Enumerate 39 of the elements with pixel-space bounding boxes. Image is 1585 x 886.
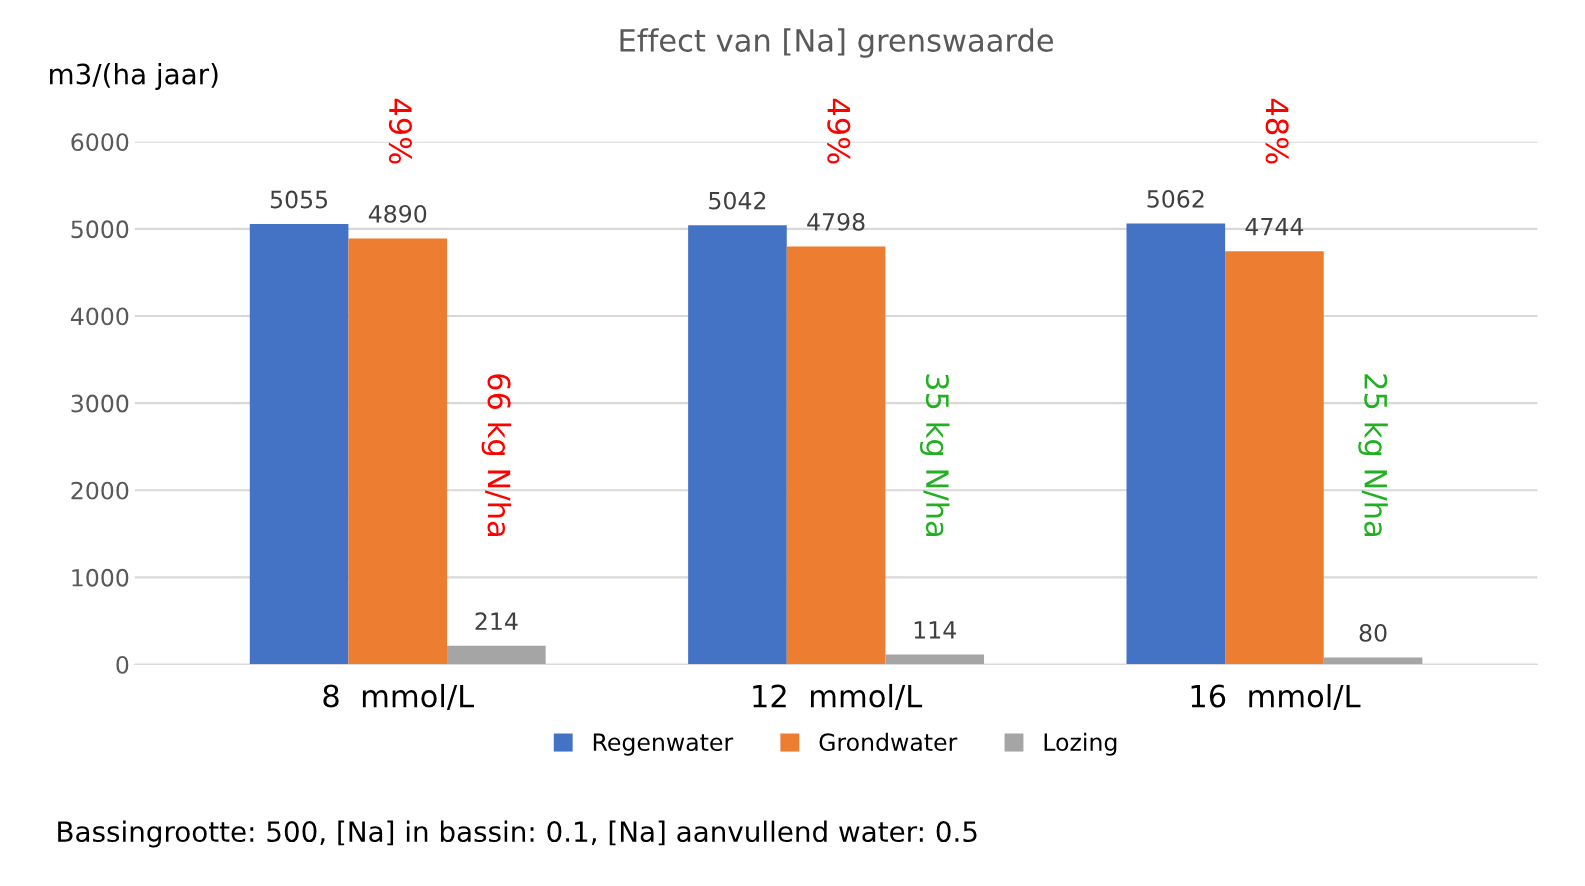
- legend-label: Lozing: [1044, 732, 1117, 756]
- data-label: 114: [914, 621, 956, 639]
- y-tick-label: 5000: [71, 220, 129, 239]
- annotation: 66 kg N/ha: [481, 374, 512, 536]
- x-tick-label: 16 mmol/L: [1191, 683, 1361, 710]
- text: Bassingrootte: 500, [Na] in bassin: 0.1, [Na] aanvullend water: 0.5: [58, 820, 977, 848]
- data-label: 80: [1359, 623, 1387, 642]
- annotation: 49%: [827, 98, 851, 164]
- bar: [885, 654, 985, 665]
- y-tick-label: 1000: [72, 568, 129, 587]
- data-label: 4890: [368, 204, 427, 223]
- data-label: 4798: [807, 212, 865, 231]
- y-tick-label: 2000: [71, 481, 129, 500]
- bar: [447, 645, 546, 665]
- chart-title: Effect van [Na] grenswaarde: [620, 28, 1054, 58]
- data-label: 5062: [1147, 189, 1204, 208]
- data-label: 5042: [709, 191, 766, 210]
- annotation: 49%: [388, 98, 412, 164]
- x-tick-label: 12 mmol/L: [753, 683, 923, 710]
- y-tick-label: 4000: [70, 307, 129, 326]
- bar: [1225, 251, 1324, 665]
- annotation: 48%: [1265, 98, 1289, 164]
- y-tick-label: 3000: [71, 394, 129, 413]
- annotation: 35 kg N/ha: [919, 374, 950, 536]
- legend-label: Regenwater: [593, 733, 734, 756]
- bar: [348, 238, 448, 665]
- bar: [249, 224, 349, 665]
- data-label: 5055: [270, 190, 328, 209]
- bar: [688, 225, 787, 665]
- bar: [1126, 223, 1226, 665]
- bar: [786, 246, 886, 665]
- annotation: 25 kg N/ha: [1358, 374, 1388, 536]
- y-tick-label: 0: [116, 655, 129, 674]
- data-label: 214: [475, 612, 518, 630]
- y-axis-title: m3/(ha jaar): [50, 63, 218, 90]
- legend-label: Grondwater: [819, 732, 958, 752]
- x-tick-label: 8 mmol/L: [323, 683, 475, 710]
- y-tick-label: 6000: [71, 133, 129, 152]
- data-label: 4744: [1245, 217, 1304, 236]
